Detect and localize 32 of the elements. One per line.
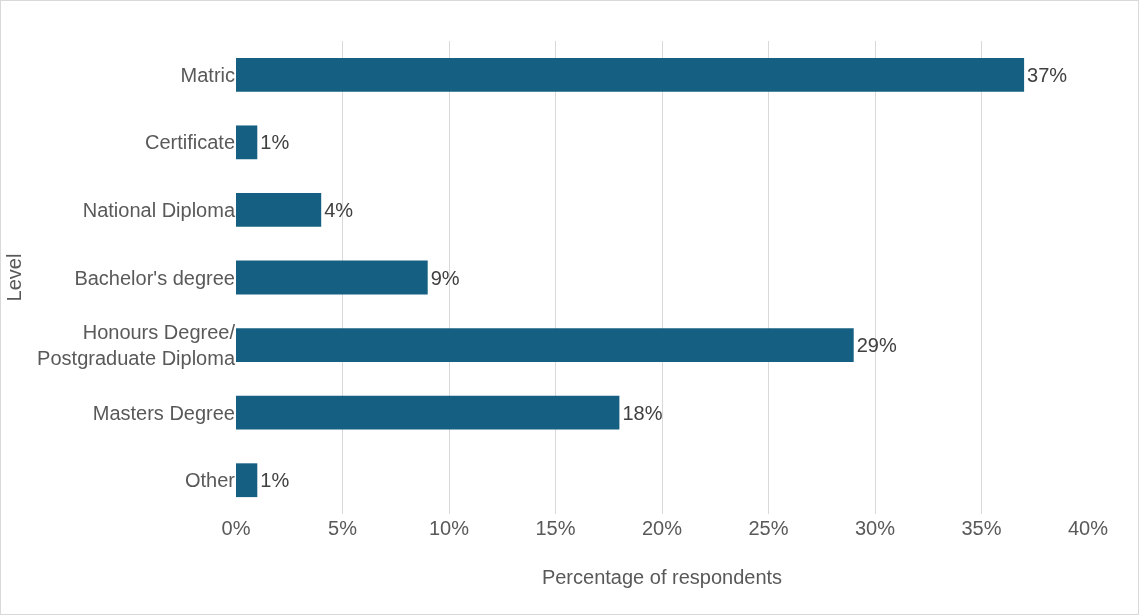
y-tick-label: Masters Degree: [92, 401, 235, 424]
x-tick-label: 0%: [221, 517, 251, 539]
data-label: 1%: [260, 469, 290, 492]
data-label: 29%: [856, 334, 897, 357]
x-tick-label: 10%: [428, 517, 470, 539]
y-tick-label: National Diploma: [82, 198, 236, 221]
bar: [236, 328, 854, 362]
data-label: 1%: [260, 131, 290, 154]
data-label: 18%: [622, 401, 663, 424]
data-label: 4%: [324, 198, 354, 221]
data-label: 9%: [430, 266, 460, 289]
y-tick-label: Other: [184, 469, 236, 492]
x-tick-label: 40%: [1067, 517, 1109, 539]
data-label: 37%: [1027, 63, 1068, 86]
bar: [236, 260, 428, 295]
x-tick-label: 5%: [328, 517, 358, 539]
bar: [236, 395, 620, 430]
y-axis-title: Level: [2, 253, 25, 302]
x-axis-title: Percentage of respondents: [541, 566, 783, 588]
x-tick-label: 30%: [854, 517, 896, 539]
bar: [236, 125, 258, 160]
x-tick-label: 15%: [535, 517, 576, 539]
x-tick-label: 35%: [961, 517, 1002, 539]
bar: [236, 57, 1025, 92]
y-tick-label: Honours Degree/ Postgraduate Diploma: [37, 321, 236, 370]
y-tick-label: Matric: [180, 63, 235, 86]
x-tick-label: 20%: [641, 517, 683, 539]
x-tick-label: 25%: [748, 517, 789, 539]
bar: [236, 463, 258, 498]
y-tick-label: Certificate: [144, 131, 235, 154]
bar: [236, 193, 322, 227]
y-tick-label: Bachelor's degree: [74, 266, 235, 289]
